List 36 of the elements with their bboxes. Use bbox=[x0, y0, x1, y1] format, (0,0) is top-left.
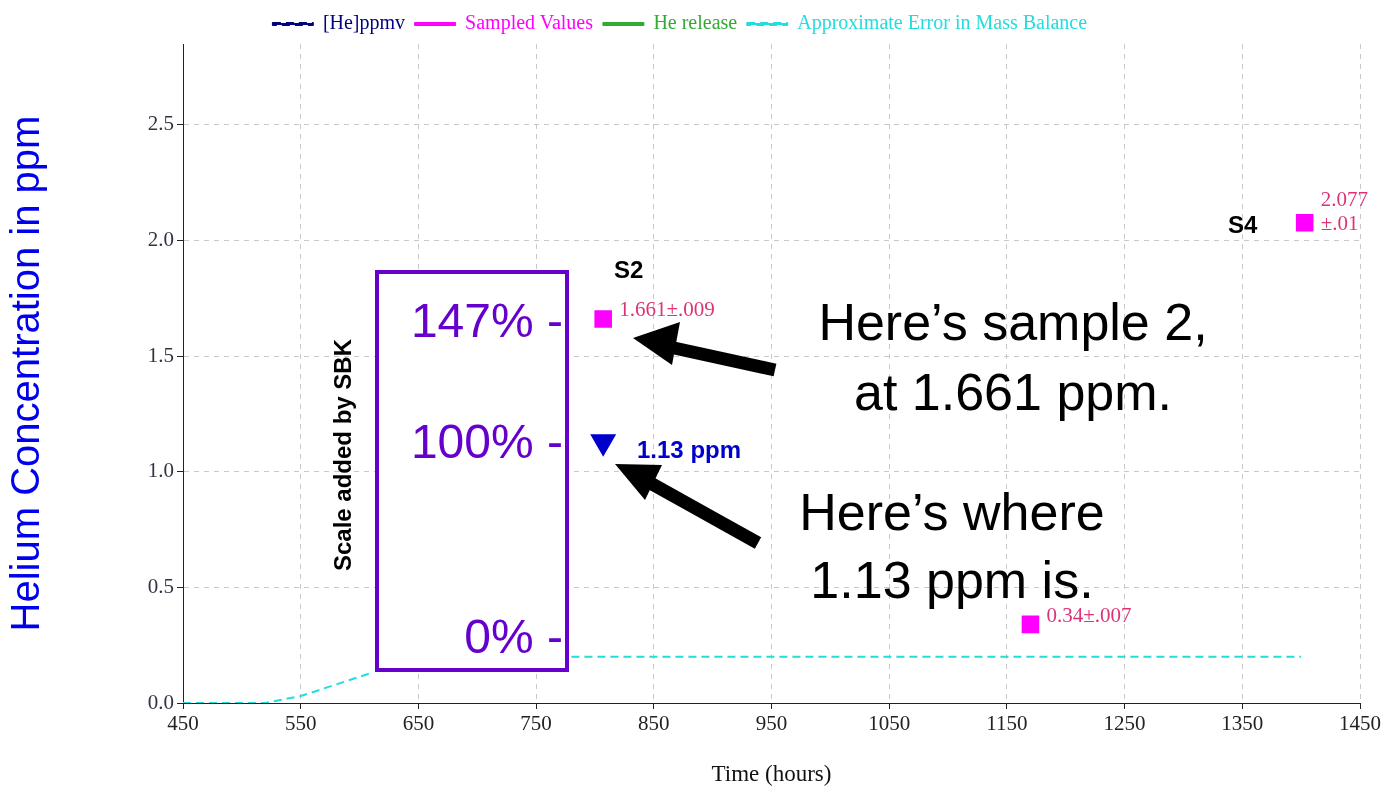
annotation: S4 bbox=[1228, 211, 1258, 239]
x-tick-label: 1450 bbox=[1339, 711, 1381, 736]
annotation: Scale added by SBK bbox=[329, 338, 357, 572]
data-label: 2.077 ±.01 bbox=[1320, 187, 1368, 236]
x-tick-label: 450 bbox=[167, 711, 199, 736]
y-tick-label: 2.0 bbox=[147, 227, 174, 252]
data-label: 1.661±.009 bbox=[619, 297, 715, 322]
point bbox=[1295, 213, 1314, 232]
legend-label: Sampled Values bbox=[465, 11, 594, 35]
y-axis-title: Helium Concentration in ppm bbox=[3, 115, 48, 632]
y-tick-label: 0.5 bbox=[147, 573, 174, 598]
x-tick-label: 950 bbox=[755, 711, 788, 736]
x-tick-label: 1250 bbox=[1103, 711, 1146, 736]
annotation: 0% - bbox=[464, 608, 563, 664]
y-tick-label: 1.0 bbox=[147, 458, 174, 483]
annotation: 147% - bbox=[410, 292, 563, 348]
point bbox=[1021, 615, 1040, 634]
legend-label: Approximate Error in Mass Balance bbox=[797, 11, 1088, 35]
x-tick-label: 1350 bbox=[1221, 711, 1264, 736]
x-tick-label: 650 bbox=[402, 711, 435, 736]
y-tick-label: 1.5 bbox=[147, 342, 174, 367]
legend-label: [He]ppmv bbox=[322, 11, 406, 35]
legend-label: He release bbox=[653, 11, 738, 34]
y-tick-label: 0.0 bbox=[147, 689, 174, 714]
x-tick-label: 850 bbox=[638, 711, 670, 736]
x-axis-title: Time (hours) bbox=[711, 761, 832, 787]
x-tick-label: 1050 bbox=[868, 711, 911, 736]
point bbox=[594, 310, 612, 328]
x-tick-label: 750 bbox=[520, 711, 552, 736]
annotation: 100% - bbox=[410, 413, 563, 469]
annotation: 1.13 ppm bbox=[637, 436, 742, 464]
annotation: S2 bbox=[614, 256, 644, 284]
y-tick-label: 2.5 bbox=[147, 111, 174, 136]
x-tick-label: 550 bbox=[284, 711, 317, 736]
annotation: Here’s sample 2, at 1.661 ppm. bbox=[817, 292, 1209, 423]
x-tick-label: 1150 bbox=[986, 711, 1028, 736]
